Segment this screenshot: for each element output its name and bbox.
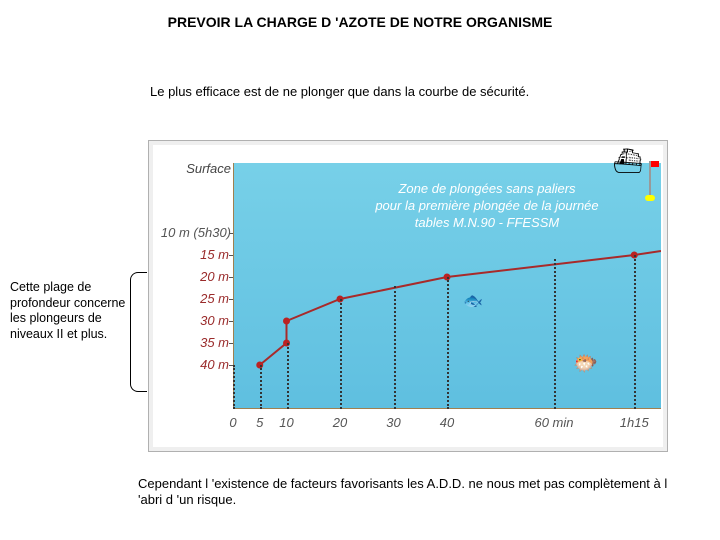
x-label: 5 [256,415,263,430]
x-label: 0 [229,415,236,430]
x-label: 20 [333,415,347,430]
y-tick [229,233,233,234]
depth-label: 15 m [179,247,229,262]
x-label: 1h15 [620,415,649,430]
subtitle: Le plus efficace est de ne plonger que d… [150,84,529,99]
surface-label: Surface [153,161,231,176]
depth-range-bracket [130,272,147,392]
x-label: 60 min [534,415,573,430]
depth-label: 35 m [179,335,229,350]
x-gridline [447,277,449,409]
y-tick [229,255,233,256]
curve-point [283,318,290,325]
depth-label: 30 m [179,313,229,328]
depth-label: 10 m (5h30) [157,225,231,240]
depth-label: 20 m [179,269,229,284]
side-note: Cette plage de profondeur concerne les p… [10,280,128,343]
chart-inner: Surface ⛴ Zone de plongées sans paliers … [153,145,663,447]
y-tick [229,277,233,278]
y-tick [229,299,233,300]
y-tick [229,343,233,344]
x-gridline [634,255,636,409]
page-title: PREVOIR LA CHARGE D 'AZOTE DE NOTRE ORGA… [0,14,720,30]
x-gridline [394,286,396,409]
y-tick [229,321,233,322]
x-gridline [260,365,262,409]
footer-note: Cependant l 'existence de facteurs favor… [138,476,678,509]
chart-frame: Surface ⛴ Zone de plongées sans paliers … [148,140,668,452]
x-label: 40 [440,415,454,430]
x-gridline [287,343,289,409]
x-gridline [554,259,556,409]
curve-path [260,251,661,365]
fish-orange-icon: 🐡 [573,351,598,376]
fish-pink-icon: 🐟 [463,291,483,311]
x-label: 30 [386,415,400,430]
depth-label: 40 m [179,357,229,372]
x-gridline [233,365,235,409]
sea-plot-area: ⛴ Zone de plongées sans paliers pour la … [233,163,661,409]
depth-label: 25 m [179,291,229,306]
x-label: 10 [279,415,293,430]
x-gridline [340,299,342,409]
